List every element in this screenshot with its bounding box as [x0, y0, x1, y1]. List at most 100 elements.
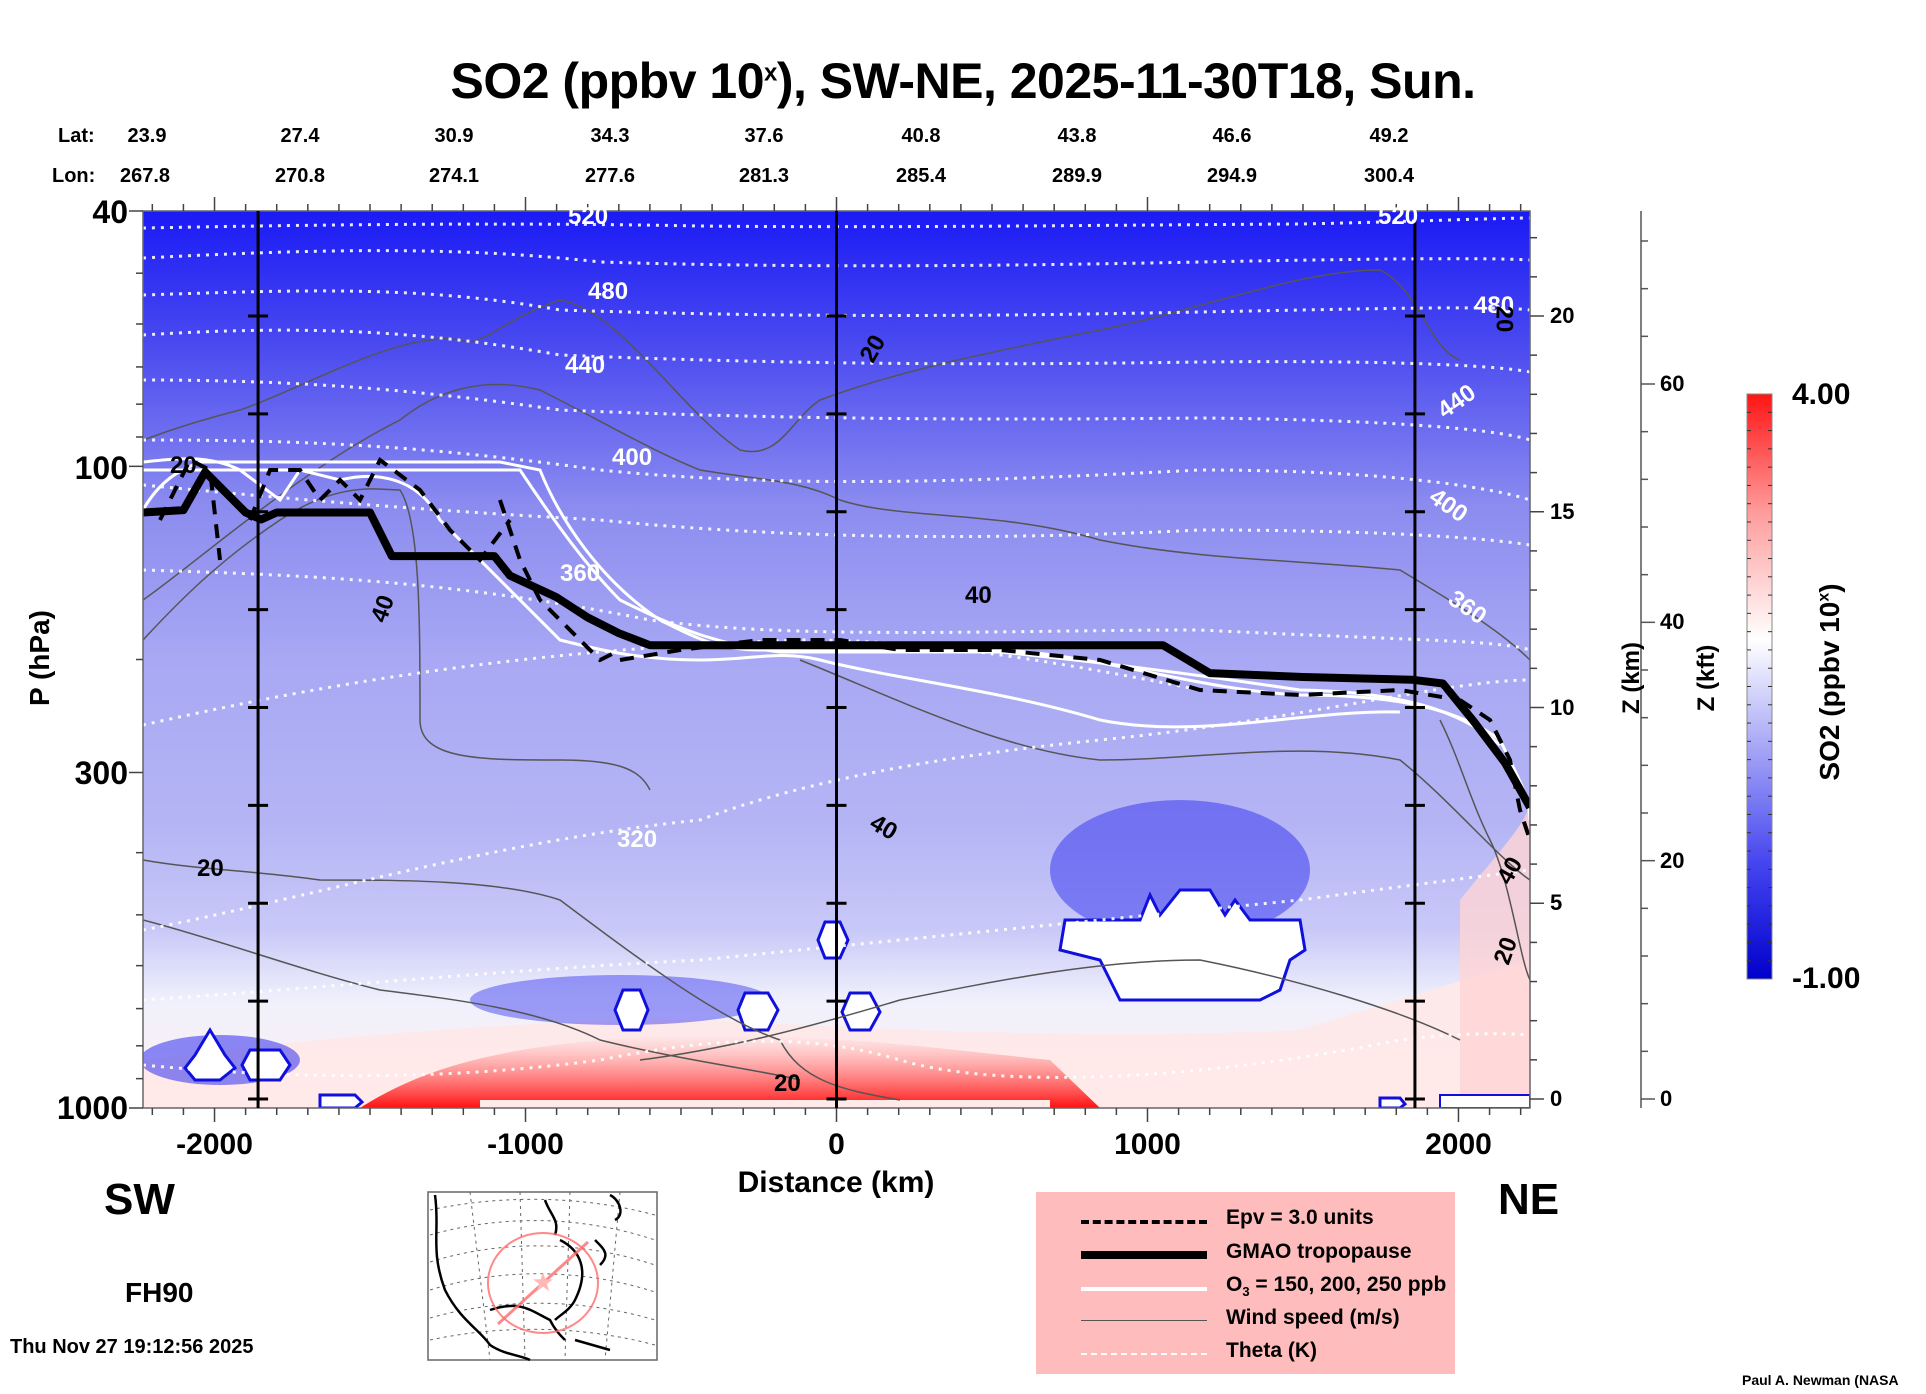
legend-swatch-white [1081, 1287, 1207, 1291]
lat-value: 27.4 [280, 125, 320, 147]
lon-value: 285.4 [895, 165, 947, 187]
inset-transect-line [496, 1240, 590, 1326]
theta-contour-360 [143, 568, 1530, 652]
lat-value: 23.9 [127, 125, 167, 147]
x-tick-label: -1000 [487, 1128, 564, 1161]
chart-title: SO2 (ppbv 10x), SW-NE, 2025-11-30T18, Su… [0, 52, 1926, 110]
colorbar [1746, 393, 1773, 980]
colorbar-ticks [1747, 411, 1772, 962]
wind-label-40: 40 [965, 582, 992, 609]
wind-contour-20-lower [143, 859, 901, 1101]
so2-undefined-region [480, 1100, 1050, 1108]
inset-range-circle [487, 1232, 599, 1334]
wind-contour-right-edge [1439, 719, 1530, 981]
legend-label: GMAO tropopause [1226, 1240, 1412, 1263]
colorbar-title-end: ) [1814, 583, 1845, 593]
theta-contour-500 [143, 249, 1530, 268]
legend-swatch-dotted [1081, 1353, 1207, 1355]
lon-header: Lon: [52, 165, 96, 187]
lon-value: 267.8 [119, 165, 171, 187]
lat-value: 43.8 [1057, 125, 1097, 147]
so2-undefined-region [613, 988, 650, 1032]
zkft-tick-label: 60 [1660, 371, 1685, 396]
x-tick-label: 1000 [1114, 1128, 1181, 1161]
inset-coastlines [433, 1193, 622, 1362]
wind-contour-20 [143, 269, 1461, 453]
legend-item-theta: Theta (K) [1036, 1339, 1455, 1369]
theta-label-440: 440 [565, 352, 606, 379]
legend-item-epv: Epv = 3.0 units [1036, 1206, 1455, 1236]
so2-undefined-region [1439, 1094, 1530, 1108]
legend-item-o3: O3 = 150, 200, 250 ppb [1036, 1273, 1455, 1303]
o3-contour-250 [143, 457, 1401, 729]
x-tick-label: 0 [828, 1128, 845, 1161]
inset-center-star-icon: ★ [531, 1267, 554, 1297]
vertical-marker-lines [248, 211, 1425, 1108]
title-main: SO2 (ppbv 10 [450, 53, 765, 109]
epv-contour [619, 638, 1461, 702]
legend-label-o: O [1226, 1273, 1243, 1296]
direction-label-ne: NE [1498, 1175, 1560, 1224]
legend-swatch-thin [1081, 1320, 1207, 1321]
title-rest: ), SW-NE, 2025-11-30T18, Sun. [776, 53, 1476, 109]
forecast-hour-label: FH90 [125, 1277, 194, 1308]
theta-contour-520 [143, 216, 1530, 230]
lon-value: 294.9 [1206, 165, 1258, 187]
lon-value: 270.8 [274, 165, 326, 187]
wind-contour-lower-right [639, 959, 1461, 1061]
lat-value: 30.9 [434, 125, 474, 147]
legend-label: O3 = 150, 200, 250 ppb [1226, 1273, 1446, 1299]
so2-low-pocket [1050, 800, 1310, 940]
zkm-axis-title: Z (km) [1618, 642, 1645, 714]
wind-label-20: 20 [774, 1070, 801, 1097]
x-tick-label: -2000 [176, 1128, 253, 1161]
theta-label-480: 480 [1474, 292, 1515, 319]
direction-label-sw: SW [104, 1175, 175, 1224]
lat-header: Lat: [58, 125, 95, 147]
so2-undefined-region [240, 1048, 292, 1082]
theta-label-360: 360 [560, 560, 601, 587]
zkm-tick-label: 0 [1550, 1086, 1563, 1111]
x-axis-title: Distance (km) [737, 1166, 935, 1199]
zkft-tick-label: 20 [1660, 847, 1685, 873]
zkm-tick-label: 15 [1550, 498, 1575, 524]
colorbar-title-main: SO2 (ppbv 10 [1814, 601, 1845, 781]
lat-value: 37.6 [744, 125, 784, 147]
lat-value: 49.2 [1369, 125, 1409, 147]
lat-value: 34.3 [590, 125, 630, 147]
y-axis-title: P (hPa) [24, 610, 55, 706]
legend-swatch-thick [1081, 1251, 1207, 1259]
theta-contour-420 [143, 438, 1530, 502]
legend-label: Wind speed (m/s) [1226, 1306, 1400, 1329]
title-superscript: x [764, 59, 777, 87]
zkft-axis-title: Z (kft) [1693, 644, 1720, 712]
wind-contour-40-mid [799, 659, 1530, 881]
lon-value: 289.9 [1051, 165, 1103, 187]
inset-map: ★ [427, 1191, 658, 1362]
legend-item-tropopause: GMAO tropopause [1036, 1240, 1455, 1270]
so2-undefined-region [1378, 1096, 1408, 1108]
so2-undefined-region [736, 991, 780, 1032]
legend-swatch-dashed [1081, 1220, 1207, 1224]
colorbar-title-sup: x [1815, 592, 1833, 602]
so2-undefined-region [1058, 888, 1307, 1002]
wind-label-20: 20 [197, 855, 224, 882]
gmao-tropopause-line [143, 467, 1530, 810]
theta-contour-320 [143, 678, 1530, 932]
y-tick-label: 100 [74, 450, 128, 486]
legend: Epv = 3.0 units GMAO tropopause O3 = 150… [1036, 1192, 1455, 1374]
theta-label-320: 320 [617, 826, 658, 853]
y-tick-label: 300 [74, 755, 128, 791]
legend-label-sub: 3 [1242, 1284, 1250, 1300]
so2-right-edge-pink [1460, 800, 1530, 1108]
colorbar-min-label: -1.00 [1792, 962, 1861, 995]
y-tick-label: 40 [92, 194, 128, 230]
theta-contour-460 [143, 328, 1530, 374]
so2-undefined-region [318, 1093, 365, 1108]
lon-value: 274.1 [428, 165, 480, 187]
zkm-tick-label: 5 [1550, 890, 1563, 916]
lon-value: 281.3 [738, 165, 790, 187]
wind-label-20: 20 [170, 452, 197, 479]
zkm-tick-label: 20 [1550, 303, 1575, 328]
